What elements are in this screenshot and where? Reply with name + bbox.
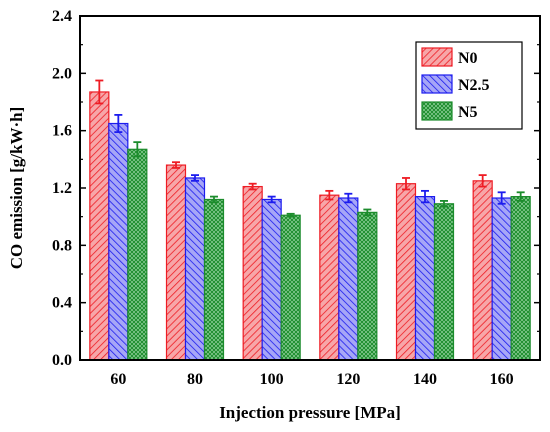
bar-n0-60	[89, 91, 110, 361]
bar-n5-120	[357, 211, 378, 361]
y-axis-title: CO emission [g/kW·h]	[7, 107, 26, 269]
error-bar-n2-5-160	[497, 191, 506, 205]
error-bar-n5-160	[516, 191, 525, 202]
y-tick-label: 0.8	[52, 237, 72, 254]
legend-swatch-n2-5	[421, 74, 453, 94]
bar-n0-120	[319, 194, 340, 361]
bar-n0-160	[472, 180, 493, 361]
y-tick-label: 2.4	[52, 8, 72, 25]
legend-label-n5: N5	[458, 104, 478, 121]
error-bar-n2-5-120	[344, 192, 353, 204]
x-tick-label: 140	[413, 371, 437, 388]
error-bar-n2-5-80	[191, 174, 199, 182]
bar-n5-60	[127, 148, 148, 361]
bar-n2-5-60	[108, 122, 129, 361]
x-tick-label: 100	[260, 371, 284, 388]
legend-label-n0: N0	[458, 50, 478, 67]
legend-swatch-n0	[421, 47, 453, 67]
error-bars-layer	[95, 79, 525, 218]
bar-n2-5-80	[184, 177, 206, 361]
bars-layer	[89, 91, 531, 361]
bar-n5-80	[203, 198, 225, 361]
error-bar-n0-120	[325, 189, 334, 201]
error-bar-n0-60	[95, 79, 104, 105]
bar-n5-160	[510, 196, 531, 361]
bar-n2-5-120	[338, 197, 359, 361]
error-bar-n5-60	[133, 141, 142, 158]
y-tick-label: 1.6	[52, 123, 72, 140]
y-tick-label: 0.0	[52, 352, 72, 369]
y-tick-label: 0.4	[52, 295, 72, 312]
bar-n2-5-160	[491, 197, 512, 361]
y-axis: 0.0 0.4 0.8 1.2 1.6 2.0 2.4	[52, 8, 540, 369]
error-bar-n5-80	[210, 195, 218, 204]
bar-n5-100	[280, 214, 301, 361]
error-bar-n2-5-140	[421, 189, 429, 204]
bar-n2-5-100	[261, 198, 282, 361]
error-bar-n0-160	[478, 174, 487, 188]
error-bar-n2-5-100	[267, 195, 276, 204]
x-tick-label: 60	[110, 371, 126, 388]
error-bar-n5-140	[440, 199, 448, 208]
x-axis: 60 80 100 120 140 160	[110, 371, 513, 388]
error-bar-n0-100	[248, 182, 257, 191]
error-bar-n5-100	[286, 212, 295, 218]
error-bar-n5-120	[363, 208, 372, 217]
bar-n2-5-140	[414, 196, 436, 361]
error-bar-n0-80	[172, 161, 180, 169]
error-bar-n2-5-60	[114, 114, 123, 134]
x-tick-label: 120	[336, 371, 360, 388]
y-tick-label: 2.0	[52, 65, 72, 82]
bar-n0-140	[395, 183, 417, 361]
error-bar-n0-140	[402, 177, 410, 191]
y-tick-label: 1.2	[52, 180, 72, 197]
x-tick-label: 160	[490, 371, 514, 388]
bar-n5-140	[433, 203, 455, 361]
legend-label-n2-5: N2.5	[458, 77, 490, 94]
legend-swatch-n5	[421, 101, 453, 121]
x-tick-label: 80	[187, 371, 203, 388]
bar-n0-80	[165, 164, 187, 361]
bar-n0-100	[242, 185, 263, 361]
legend: N0 N2.5 N5	[415, 41, 523, 130]
x-axis-title: Injection pressure [MPa]	[219, 403, 401, 422]
